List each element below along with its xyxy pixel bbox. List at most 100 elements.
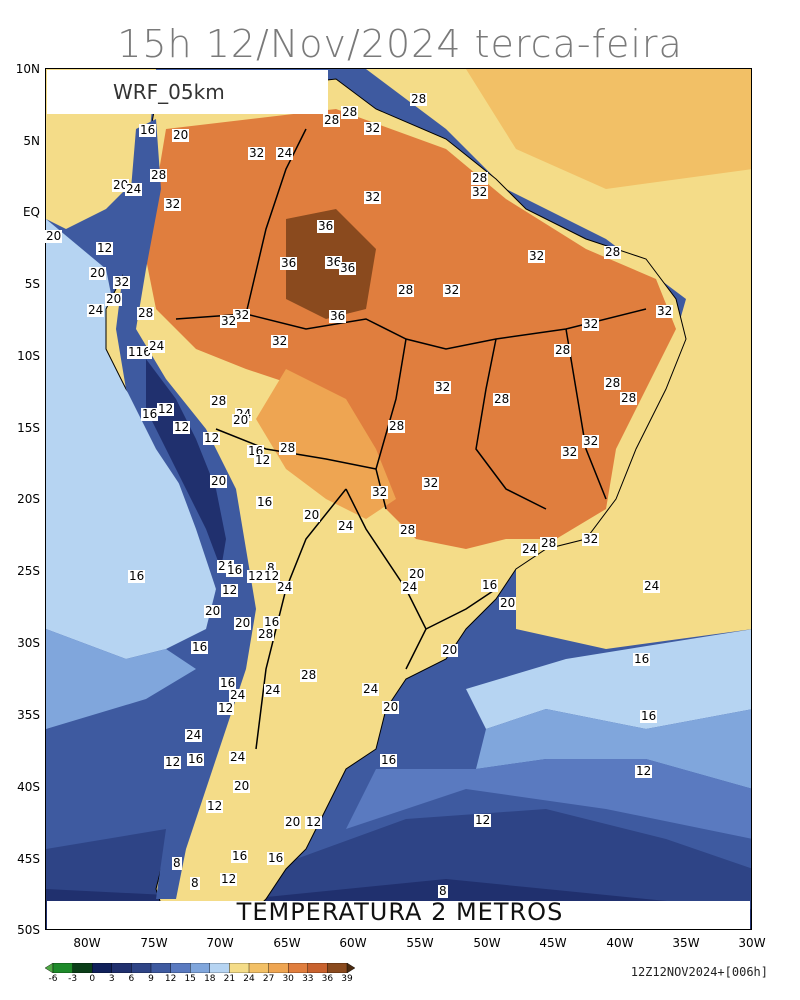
colorbar-swatch <box>150 963 172 973</box>
contour-label: 24 <box>185 728 203 742</box>
contour-label: 12 <box>96 241 114 255</box>
contour-label: 16 <box>139 123 157 137</box>
contour-label: 32 <box>271 334 289 348</box>
contour-label: 12 <box>157 402 175 416</box>
contour-label: 36 <box>280 256 298 270</box>
model-label-box <box>47 70 328 114</box>
contour-label: 12 <box>203 431 221 445</box>
ocean-band-atl-15 <box>476 709 751 789</box>
lat-label: 50S <box>17 923 40 937</box>
contour-label: 24 <box>264 683 282 697</box>
colorbar-swatch <box>346 963 355 973</box>
lon-label: 60W <box>339 936 367 950</box>
lon-label: 80W <box>73 936 101 950</box>
map-title: 15h 12/Nov/2024 terca-feira <box>117 22 683 66</box>
colorbar-swatch <box>209 963 231 973</box>
contour-label: 28 <box>604 245 622 259</box>
contour-label: 32 <box>364 121 382 135</box>
contour-label: 28 <box>210 394 228 408</box>
colorbar-swatch <box>92 963 113 973</box>
lat-label: 20S <box>17 492 40 506</box>
colorbar-label: 24 <box>243 974 255 984</box>
map-canvas <box>46 69 751 929</box>
contour-label: 28 <box>397 283 415 297</box>
contour-label: 24 <box>337 519 355 533</box>
contour-label: 20 <box>499 596 517 610</box>
contour-label: 12 <box>206 799 224 813</box>
variable-label-box <box>47 901 750 929</box>
contour-label: 16 <box>481 578 499 592</box>
contour-label: 32 <box>364 190 382 204</box>
contour-label: 16 <box>380 753 398 767</box>
contour-label: 12 <box>263 569 281 583</box>
contour-label: 20 <box>232 413 250 427</box>
contour-label: 24 <box>229 688 247 702</box>
contour-label: 36 <box>317 219 335 233</box>
colorbar <box>45 963 355 973</box>
colorbar-swatch <box>52 963 74 973</box>
contour-label: 28 <box>257 627 275 641</box>
contour-label: 24 <box>276 580 294 594</box>
contour-label: 28 <box>620 391 638 405</box>
contour-label: 20 <box>382 700 400 714</box>
lat-label: 5S <box>24 277 40 291</box>
contour-label: 8 <box>172 856 182 870</box>
contour-label: 24 <box>362 682 380 696</box>
lat-label: EQ <box>22 205 40 219</box>
ocean-band-18 <box>46 219 216 659</box>
lon-label: 30W <box>738 936 766 950</box>
contour-label: 20 <box>233 779 251 793</box>
colorbar-label: 18 <box>204 974 216 984</box>
contour-label: 32 <box>443 283 461 297</box>
contour-label: 12 <box>305 815 323 829</box>
lat-label: 10N <box>15 62 40 76</box>
contour-label: 8 <box>190 876 200 890</box>
contour-label: 28 <box>471 171 489 185</box>
contour-label: 16 <box>231 849 249 863</box>
contour-label: 32 <box>233 308 251 322</box>
lon-label: 55W <box>406 936 434 950</box>
contour-label: 12 <box>474 813 492 827</box>
contour-label: 36 <box>325 255 343 269</box>
contour-label: 32 <box>248 146 266 160</box>
contour-label: 32 <box>582 434 600 448</box>
contour-label: 16 <box>191 640 209 654</box>
lat-label: 10S <box>17 349 40 363</box>
contour-label: 36 <box>329 309 347 323</box>
contour-label: 12 <box>221 583 239 597</box>
contour-label: 8 <box>266 561 276 575</box>
contour-label: 28 <box>399 523 417 537</box>
contour-label: 20 <box>284 815 302 829</box>
contour-label: 12 <box>164 755 182 769</box>
lon-label: 50W <box>473 936 501 950</box>
contour-label: 16 <box>633 652 651 666</box>
contour-label: 28 <box>300 668 318 682</box>
colorbar-label: 30 <box>282 974 294 984</box>
contour-label: 32 <box>656 304 674 318</box>
colorbar-label: 36 <box>321 974 334 984</box>
contour-label: 28 <box>150 168 168 182</box>
contour-label: 24 <box>229 750 247 764</box>
lon-label: 65W <box>273 936 301 950</box>
contour-label: 16 <box>256 495 274 509</box>
contour-label: 116 <box>127 345 152 359</box>
colorbar-label: 15 <box>184 974 196 984</box>
contour-label: 16 <box>267 851 285 865</box>
contour-label: 20 <box>408 567 426 581</box>
contour-label: 16 <box>128 569 146 583</box>
contour-label: 8 <box>438 884 448 898</box>
colorbar-swatch <box>327 963 348 973</box>
contour-label: 28 <box>604 376 622 390</box>
contour-label: 28 <box>279 441 297 455</box>
colorbar-label: -3 <box>68 974 78 984</box>
region-30 <box>256 369 396 519</box>
contour-label: 16 <box>219 676 237 690</box>
contour-label: 24 <box>643 579 661 593</box>
contour-label: 32 <box>422 476 440 490</box>
lat-label: 45S <box>17 852 40 866</box>
ocean-north-warm2 <box>466 69 751 189</box>
contour-label: 20 <box>303 508 321 522</box>
contour-label: 20 <box>89 266 107 280</box>
colorbar-label: 6 <box>128 974 135 984</box>
lat-label: 35S <box>17 708 40 722</box>
